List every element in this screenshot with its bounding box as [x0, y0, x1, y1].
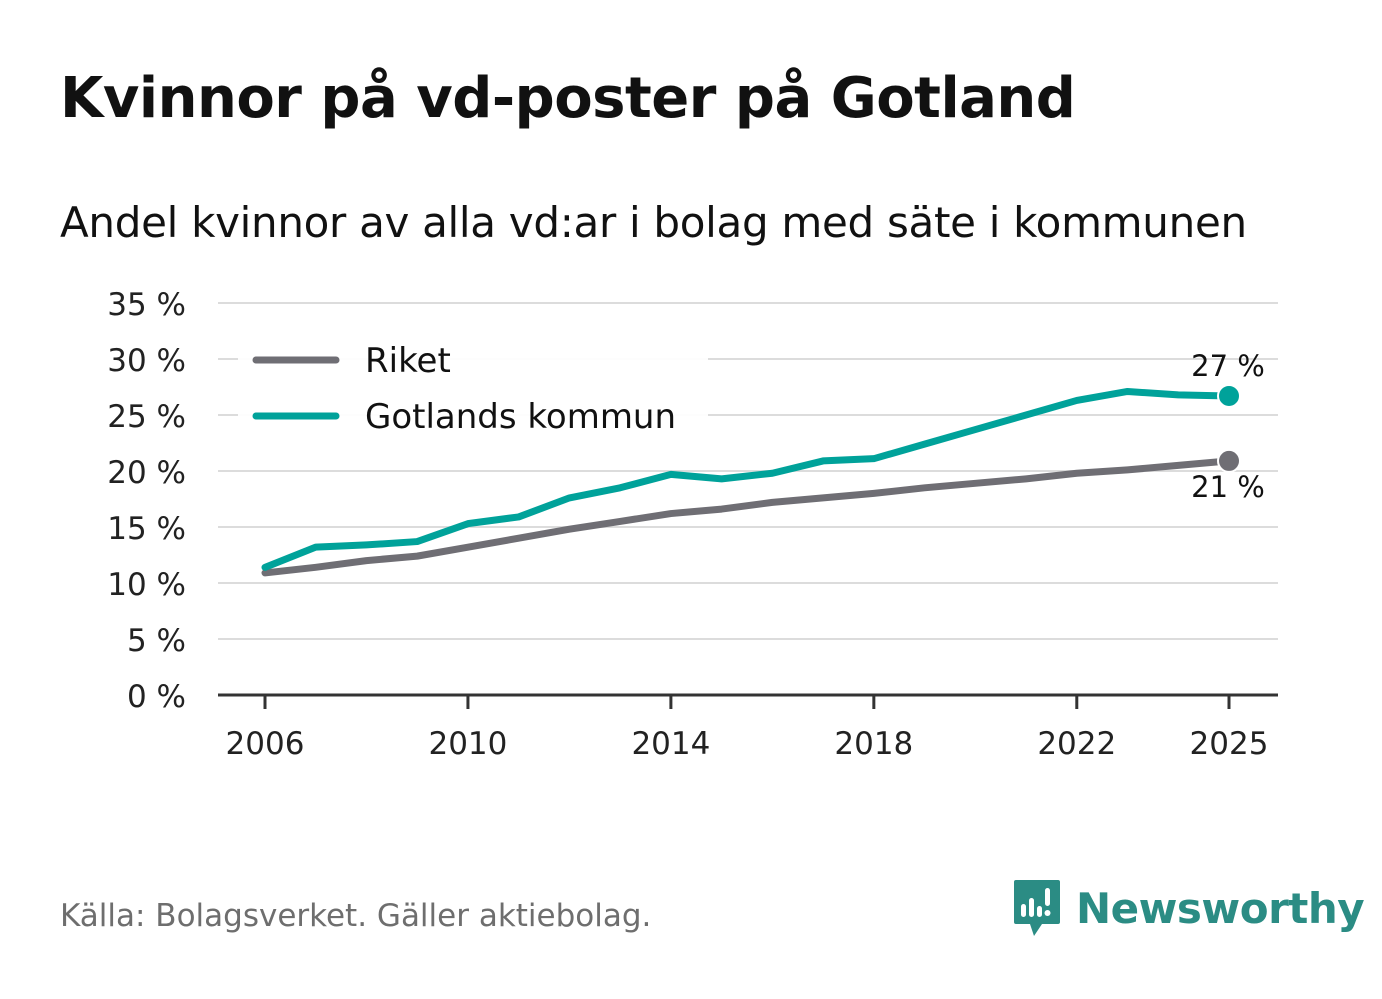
x-axis: 2006 2010 2014 2018 2022 2025: [218, 693, 1278, 762]
end-labels: 21 % 27 %: [1191, 349, 1265, 504]
series-endpoint: [1217, 448, 1241, 473]
newsworthy-logo-icon: [1014, 880, 1060, 936]
legend: Riket Gotlands kommun: [238, 332, 708, 452]
y-axis-ticks: 0 % 5 % 10 % 15 % 20 % 25 % 30 % 35 %: [107, 287, 186, 715]
x-tick-label: 2006: [226, 726, 305, 762]
y-tick-label: 25 %: [107, 399, 186, 435]
y-tick-label: 0 %: [127, 679, 186, 715]
chart-title: Kvinnor på vd-poster på Gotland: [60, 66, 1076, 131]
y-tick-label: 10 %: [107, 567, 186, 603]
y-tick-label: 5 %: [127, 623, 186, 659]
legend-label: Riket: [365, 341, 451, 381]
legend-background: [238, 332, 708, 452]
x-tick-label: 2018: [834, 726, 913, 762]
y-tick-label: 35 %: [107, 287, 186, 323]
legend-label: Gotlands kommun: [365, 397, 676, 437]
y-tick-label: 30 %: [107, 343, 186, 379]
series-line-riket: [261, 457, 1233, 577]
source-note: Källa: Bolagsverket. Gäller aktiebolag.: [60, 898, 652, 934]
brand-name: Newsworthy: [1076, 883, 1365, 933]
series-endpoint: [1217, 383, 1241, 408]
x-tick-label: 2025: [1190, 726, 1269, 762]
x-tick-label: 2022: [1037, 726, 1116, 762]
y-tick-label: 20 %: [107, 455, 186, 491]
x-tick-label: 2010: [428, 726, 507, 762]
brand: Newsworthy: [1010, 876, 1365, 940]
chart-subtitle: Andel kvinnor av alla vd:ar i bolag med …: [60, 198, 1247, 247]
series-lines: [261, 383, 1241, 577]
x-tick-label: 2014: [631, 726, 710, 762]
y-tick-label: 15 %: [107, 511, 186, 547]
end-value-label: 21 %: [1191, 470, 1265, 504]
series-line-gotland: [261, 387, 1233, 571]
end-value-label: 27 %: [1191, 349, 1265, 383]
